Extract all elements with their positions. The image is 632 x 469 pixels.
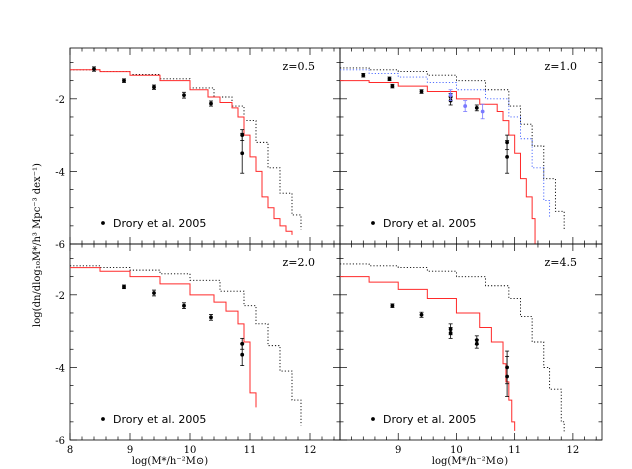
x-axis-title-left: log(M*/h⁻²M⊙)	[132, 456, 208, 467]
legend-label: Drory et al. 2005	[113, 217, 206, 230]
model-dotted-line	[70, 265, 302, 426]
legend-label: Drory et al. 2005	[383, 413, 476, 426]
panel-label: z=1.0	[544, 60, 577, 73]
x-tick-label: 9	[395, 445, 401, 456]
x-tick-label: 12	[567, 445, 580, 456]
panel-label: z=2.0	[282, 256, 315, 269]
data-point	[419, 312, 424, 317]
data-point	[240, 151, 245, 156]
x-tick-label: 8	[67, 445, 73, 456]
model-red-line	[70, 69, 293, 235]
data-point-blue	[463, 104, 468, 108]
panel-frame	[339, 243, 603, 441]
data-point	[152, 85, 156, 90]
data-point	[390, 303, 395, 308]
x-tick-label: 11	[244, 445, 257, 456]
data-point	[474, 105, 479, 110]
panel-3: 8 9 10 11 12 -2 -4 -6 z=2.0 Drory et al. 2005	[55, 243, 341, 456]
panel-frame	[339, 47, 603, 245]
data-point	[182, 303, 186, 308]
data-point	[182, 93, 186, 98]
x-tick-label: 11	[508, 445, 521, 456]
panel-1: -2 -4 -6 z=0.5 Drory et al. 2005	[55, 47, 341, 251]
legend-marker	[101, 221, 105, 225]
y-tick-label: -6	[55, 240, 65, 251]
data-point	[419, 89, 424, 94]
model-red-line	[340, 276, 516, 431]
x-tick-label: 9	[127, 445, 133, 456]
panel-label: z=4.5	[544, 256, 577, 269]
data-point	[92, 67, 96, 71]
x-tick-label: 12	[304, 445, 317, 456]
data-point	[505, 154, 509, 159]
y-tick-label: -4	[55, 167, 65, 178]
panel-label: z=0.5	[282, 60, 315, 73]
legend-marker	[371, 221, 375, 225]
data-point	[209, 101, 213, 106]
x-tick-label: 10	[184, 445, 197, 456]
data-point	[240, 352, 245, 357]
y-axis-title: log(dn/dlog₁₀M*/h³ Mpc⁻³ dex⁻¹)	[32, 163, 43, 327]
data-point-blue	[448, 93, 453, 98]
legend-marker	[101, 417, 105, 421]
data-point-blue	[480, 109, 485, 114]
legend-marker	[371, 417, 375, 421]
data-point	[122, 284, 126, 289]
model-dotted-line	[70, 69, 302, 230]
data-point	[152, 291, 156, 295]
x-tick-label: 10	[450, 445, 463, 456]
data-point	[387, 76, 392, 81]
y-tick-label: -4	[55, 363, 65, 374]
panel-2: z=1.0 Drory et al. 2005	[339, 47, 603, 245]
data-point	[361, 73, 366, 78]
y-tick-label: -2	[55, 95, 65, 106]
y-tick-label: -2	[55, 291, 65, 302]
model-dotted-line	[340, 263, 565, 433]
panel-frame	[69, 243, 341, 441]
model-red-line	[340, 80, 536, 244]
model-dotted-blue-line	[340, 69, 551, 219]
x-axis-title-right: log(M*/h⁻²M⊙)	[432, 456, 508, 467]
data-point	[505, 374, 509, 379]
panel-4: 9 10 11 12 z=4.5 Drory et al. 2005	[339, 243, 603, 456]
data-point	[122, 78, 126, 83]
panels-layer: -2 -4 -6 z=0.5 Drory et al. 2005 z=1.0 Drory e…	[55, 47, 603, 456]
legend-label: Drory et al. 2005	[383, 217, 476, 230]
model-red-line	[70, 267, 257, 408]
data-point	[209, 315, 213, 320]
legend-label: Drory et al. 2005	[113, 413, 206, 426]
model-dotted-line	[340, 67, 565, 230]
data-point	[448, 331, 453, 335]
y-tick-label: -6	[55, 436, 65, 447]
data-point	[474, 341, 479, 346]
data-point	[390, 84, 395, 89]
